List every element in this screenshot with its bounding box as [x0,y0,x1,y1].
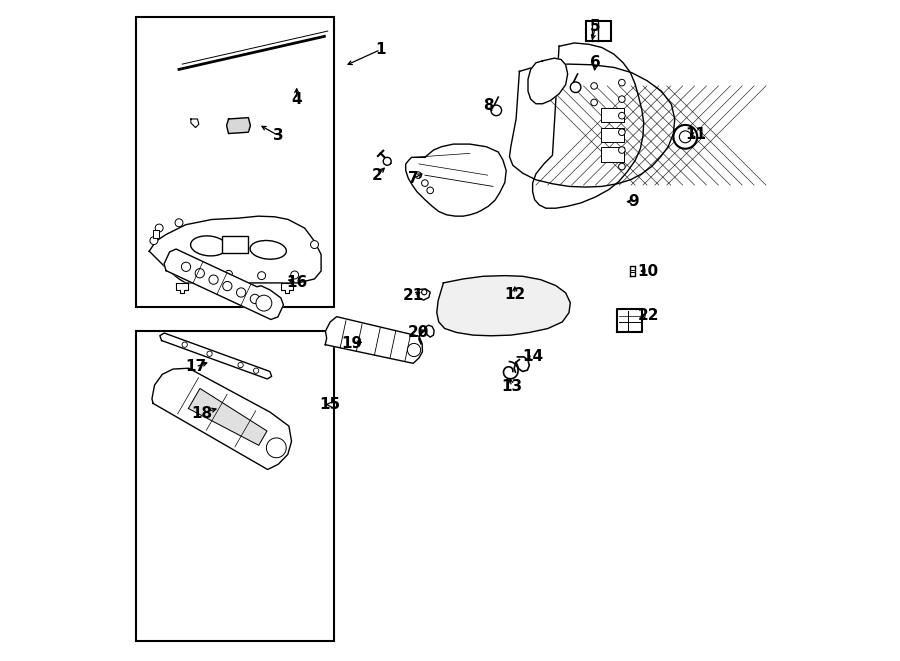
Circle shape [415,172,421,178]
Polygon shape [325,317,422,364]
Polygon shape [533,43,644,208]
Circle shape [222,282,232,291]
Circle shape [225,270,232,278]
Polygon shape [160,333,272,379]
Circle shape [618,79,626,86]
Circle shape [618,112,626,119]
Text: 21: 21 [403,288,424,303]
Circle shape [250,294,259,303]
Circle shape [673,125,698,149]
Text: 13: 13 [501,379,522,394]
Circle shape [192,270,200,278]
Ellipse shape [191,236,227,256]
Circle shape [254,368,259,373]
Bar [136,330,334,641]
Text: 4: 4 [292,92,302,106]
Circle shape [182,262,191,272]
Text: 22: 22 [637,309,659,323]
Text: 8: 8 [483,98,494,113]
Bar [222,236,248,253]
Polygon shape [188,389,267,446]
Polygon shape [227,118,250,134]
Circle shape [238,362,243,368]
Circle shape [680,131,691,143]
Bar [153,230,159,238]
Polygon shape [176,283,187,293]
Circle shape [427,187,434,194]
Polygon shape [164,249,284,319]
Polygon shape [425,325,434,337]
Circle shape [182,342,187,347]
Text: 2: 2 [372,168,382,182]
Polygon shape [630,266,635,276]
Circle shape [155,224,163,232]
Circle shape [257,272,266,280]
Polygon shape [528,58,568,104]
Circle shape [590,83,598,89]
Circle shape [207,351,212,356]
Circle shape [195,268,204,278]
Text: 18: 18 [192,406,212,420]
Text: 14: 14 [522,350,544,364]
Circle shape [421,290,427,295]
Text: 5: 5 [590,19,600,34]
Circle shape [571,82,580,93]
Ellipse shape [250,241,286,259]
Circle shape [618,147,626,153]
Circle shape [618,96,626,102]
Text: 16: 16 [286,275,307,290]
Circle shape [175,219,183,227]
Circle shape [209,275,218,284]
Bar [600,128,624,142]
Text: 7: 7 [409,171,419,186]
Circle shape [150,237,158,245]
Bar [586,21,610,41]
Text: 12: 12 [504,287,526,301]
Polygon shape [616,309,642,332]
Circle shape [237,288,246,297]
Text: 10: 10 [638,264,659,278]
Text: 17: 17 [185,360,206,374]
Polygon shape [149,216,321,283]
Text: 20: 20 [409,325,429,340]
Circle shape [408,344,420,357]
Text: 1: 1 [375,42,386,57]
Circle shape [491,105,501,116]
Circle shape [383,157,392,165]
Text: 19: 19 [342,336,363,351]
Circle shape [266,438,286,457]
Circle shape [291,271,299,279]
Polygon shape [417,289,430,300]
Polygon shape [152,368,292,469]
Text: 9: 9 [628,194,638,209]
Text: 6: 6 [590,56,601,70]
Text: 15: 15 [320,397,340,412]
Polygon shape [282,283,293,293]
Polygon shape [191,119,199,128]
Circle shape [590,99,598,106]
Polygon shape [509,64,675,187]
Circle shape [618,163,626,170]
Circle shape [310,241,319,249]
Polygon shape [436,276,571,336]
Text: 11: 11 [686,127,706,141]
Bar [600,147,624,162]
Text: 3: 3 [273,128,284,143]
Bar [136,17,334,307]
Circle shape [421,180,428,186]
Circle shape [256,295,272,311]
Polygon shape [406,144,506,216]
Bar [600,108,624,122]
Circle shape [618,129,626,136]
